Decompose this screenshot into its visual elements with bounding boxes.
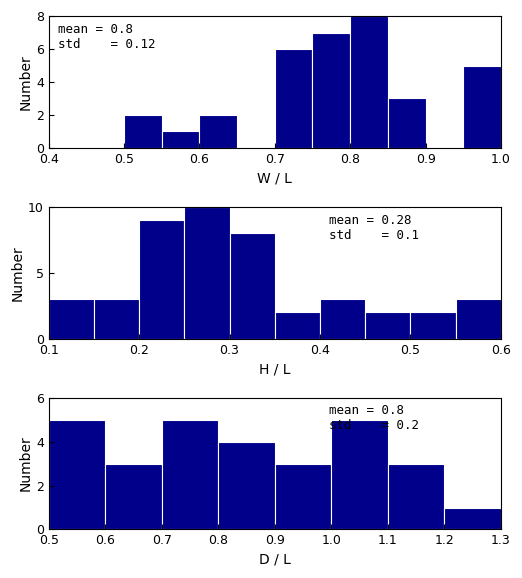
X-axis label: W / L: W / L [257, 171, 292, 186]
Bar [162, 420, 218, 529]
Bar [331, 420, 388, 529]
Bar [49, 299, 94, 339]
Bar [320, 299, 365, 339]
Bar [463, 65, 501, 148]
Y-axis label: Number: Number [11, 245, 25, 301]
Bar [388, 464, 444, 529]
Bar [162, 131, 199, 148]
Bar [105, 464, 162, 529]
Bar [388, 98, 425, 148]
Y-axis label: Number: Number [19, 436, 33, 491]
Bar [230, 234, 275, 339]
Text: mean = 0.8
std    = 0.2: mean = 0.8 std = 0.2 [329, 405, 419, 432]
Bar [444, 507, 501, 529]
Text: mean = 0.8
std    = 0.12: mean = 0.8 std = 0.12 [57, 23, 155, 51]
Bar [218, 442, 275, 529]
Bar [313, 32, 350, 148]
Bar [199, 115, 237, 148]
Bar [124, 115, 162, 148]
Y-axis label: Number: Number [19, 54, 33, 110]
Bar [184, 207, 230, 339]
Bar [410, 312, 456, 339]
Text: mean = 0.28
std    = 0.1: mean = 0.28 std = 0.1 [329, 213, 419, 242]
X-axis label: D / L: D / L [259, 553, 291, 567]
Bar [275, 49, 313, 148]
Bar [365, 312, 410, 339]
Bar [275, 464, 331, 529]
Bar [275, 312, 320, 339]
X-axis label: H / L: H / L [259, 362, 291, 376]
Bar [94, 299, 139, 339]
Bar [350, 16, 388, 148]
Bar [139, 220, 184, 339]
Bar [49, 420, 105, 529]
Bar [456, 299, 501, 339]
